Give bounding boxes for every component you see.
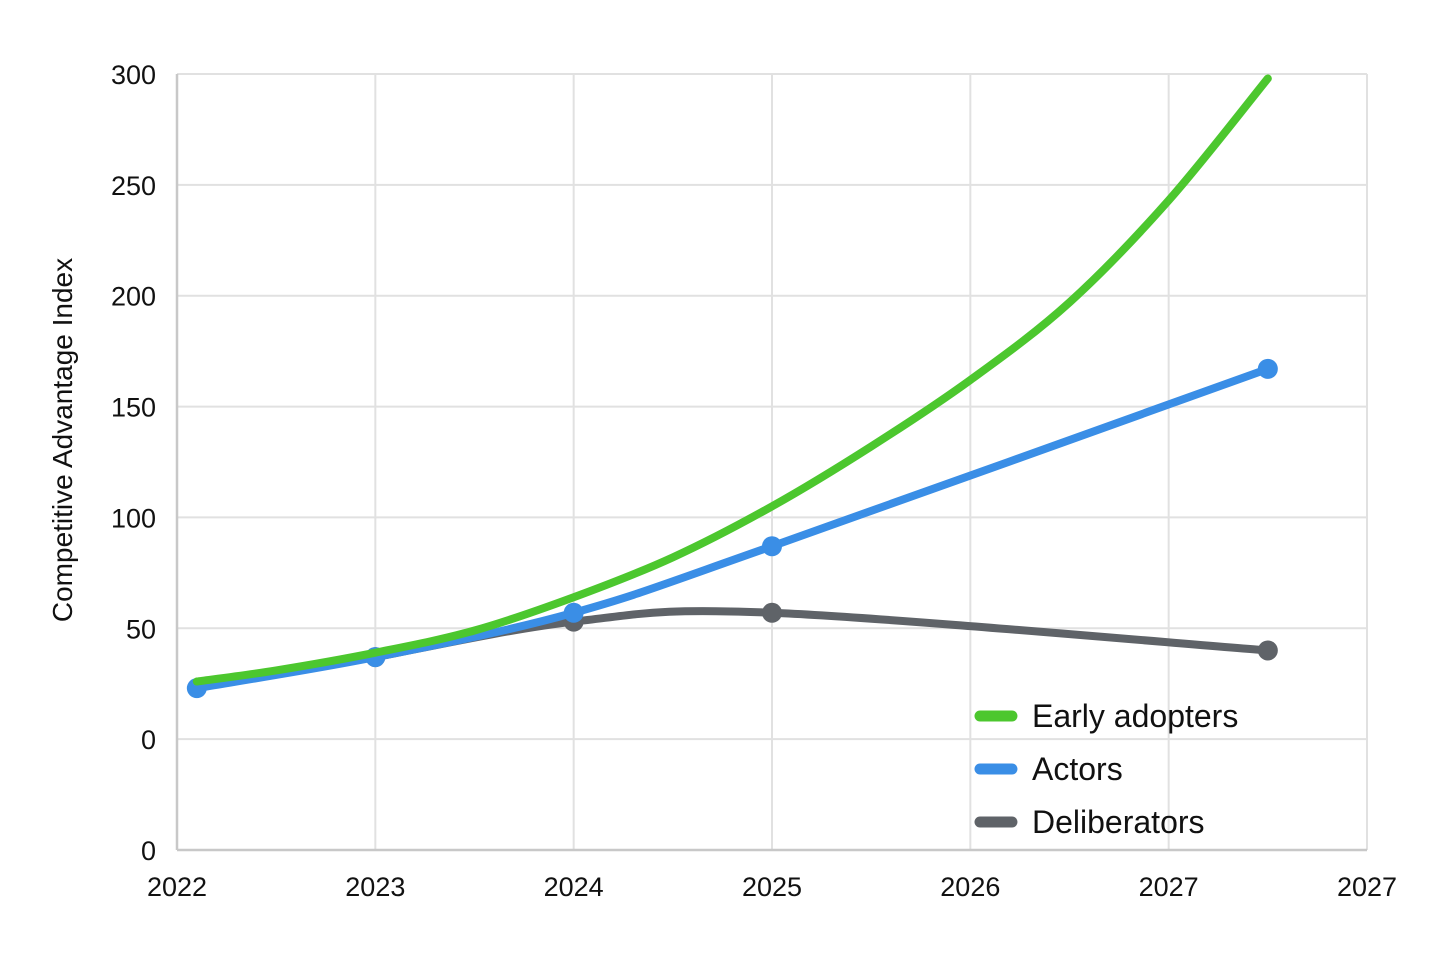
series (186, 74, 1278, 699)
legend: Early adopters Actors Deliberators (974, 698, 1238, 840)
y-axis: 0 0 50 100 150 200 250 300 (111, 60, 156, 866)
y-tick-label: 200 (111, 282, 156, 312)
y-tick-label: 0 (141, 836, 156, 866)
x-tick-label: 2026 (940, 872, 1000, 902)
y-tick-label: 250 (111, 171, 156, 201)
data-point-actors (762, 536, 782, 557)
series-deliberators (365, 602, 1278, 668)
x-axis: 2022 2023 2024 2025 2026 2027 2027 (147, 872, 1397, 902)
x-tick-label: 2027 (1337, 872, 1397, 902)
data-point-deliberators (1257, 640, 1278, 661)
legend-label: Early adopters (1032, 698, 1238, 734)
x-tick-label: 2025 (742, 872, 802, 902)
y-axis-label: Competitive Advantage Index (47, 258, 78, 622)
data-point-actors (563, 602, 584, 623)
legend-item-early-adopters: Early adopters (974, 698, 1238, 734)
y-tick-label: 50 (126, 614, 156, 644)
x-tick-label: 2022 (147, 872, 207, 902)
series-line-early-adopters (192, 74, 1272, 686)
x-tick-label: 2024 (544, 872, 604, 902)
data-point-actors (1257, 358, 1278, 379)
legend-item-actors: Actors (974, 751, 1123, 787)
x-tick-label: 2023 (345, 872, 405, 902)
grid (175, 73, 1368, 852)
series-early-adopters (192, 74, 1272, 686)
data-point-deliberators (762, 602, 782, 623)
legend-label: Actors (1032, 751, 1123, 787)
legend-item-deliberators: Deliberators (974, 804, 1205, 840)
y-tick-label: 0 (141, 725, 156, 755)
series-line-actors (192, 364, 1272, 693)
y-tick-label: 300 (111, 60, 156, 90)
legend-label: Deliberators (1032, 804, 1205, 840)
y-tick-label: 150 (111, 393, 156, 423)
y-tick-label: 100 (111, 503, 156, 533)
x-tick-label: 2027 (1139, 872, 1199, 902)
